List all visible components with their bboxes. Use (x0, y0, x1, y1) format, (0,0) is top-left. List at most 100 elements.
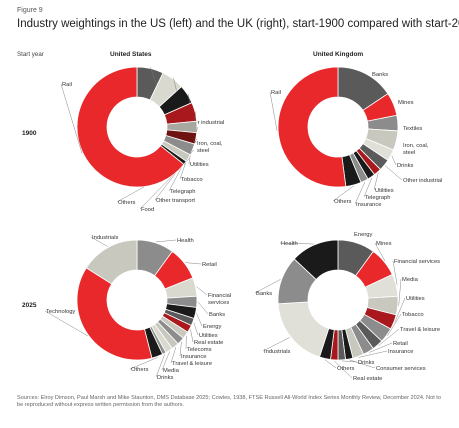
source-note: Sources: Elroy Dimson, Paul Marsh and Mi… (17, 395, 441, 409)
leader-line-drinks (155, 354, 165, 378)
leader-line-tobacco (387, 313, 402, 336)
leader-line-drinks (391, 155, 397, 166)
donut-united-kingdom-1900: Banks Mines Textiles Iron, coal, steel Drinks… (269, 66, 442, 208)
slice-label-textiles: Textiles (403, 126, 422, 132)
slice-label-telegraph: Telegraph (365, 195, 390, 201)
leader-line-travel-leisure (378, 328, 400, 346)
slice-industrials (85, 239, 138, 285)
leader-line-real-estate (190, 329, 194, 343)
slice-label-mines: Mines (398, 100, 414, 106)
slice-label-travel-leisure: Travel & leisure (400, 327, 440, 333)
slice-label-utilities: Utilities (190, 162, 209, 168)
leader-line-real-estate (334, 360, 353, 379)
slice-label-rail: Rail (62, 82, 72, 88)
leader-line-mines (374, 242, 386, 262)
slice-label-utilities: Utilities (406, 296, 425, 302)
slice-label-consumer-services: Consumer services (376, 366, 426, 372)
leader-line-utilities (193, 322, 199, 336)
slice-label-insurance: Insurance (388, 349, 413, 355)
leader-line-industrials (90, 236, 108, 247)
slice-label-financial-services: Financial services (208, 293, 231, 306)
slice-label-energy: Energy (354, 232, 372, 238)
donut-united-states-2025: Health Retail Financial services Banks Energy… (44, 235, 231, 381)
leader-line-media (161, 351, 170, 371)
slice-label-drinks: Drinks (358, 360, 375, 366)
leader-line-others (129, 357, 158, 370)
slice-label-real-estate: Real estate (353, 376, 382, 382)
slice-label-tobacco: Tobacco (181, 177, 203, 183)
leader-line-utilities (394, 297, 406, 323)
column-header-us: United States (110, 51, 152, 58)
leader-line-health (155, 239, 177, 243)
slice-label-industrials: Industrials (264, 349, 291, 355)
slice-label-iron-coal-steel: Iron, coal, steel (403, 143, 429, 156)
slice-rail (76, 66, 185, 188)
leader-line-energy (196, 313, 203, 327)
slice-label-insurance: Insurance (181, 354, 206, 360)
slice-label-insurance: Insurance (356, 202, 381, 208)
slice-label-technology: Technology (46, 309, 75, 315)
leader-line-retail (368, 342, 393, 353)
slice-label-health: Health (177, 238, 194, 244)
leader-line-financial-services (392, 260, 398, 285)
slice-label-banks: Banks (209, 312, 225, 318)
leader-line-technology (44, 310, 88, 337)
figure-label: Figure 9 (17, 7, 43, 14)
slice-label-tobacco: Tobacco (402, 312, 424, 318)
leader-line-drinks (341, 360, 358, 363)
slice-label-other-transport: Other transport (156, 198, 195, 204)
start-year-label: Start year (17, 51, 44, 58)
slice-label-other-industrial: Other industrial (403, 178, 442, 184)
leader-line-retail (185, 262, 202, 265)
slice-label-retail: Retail (202, 262, 217, 268)
slice-label-others: Others (334, 199, 351, 205)
leader-line-insurance (358, 350, 388, 358)
leader-line-banks (254, 279, 281, 294)
leader-line-travel-leisure (170, 346, 177, 364)
leader-line-media (398, 278, 402, 306)
leader-line-telegraph (363, 177, 373, 198)
slice-label-health: Health (281, 241, 298, 247)
slice-label-telegraph: Telegraph (170, 189, 195, 195)
leader-line-other-industrial (385, 165, 403, 181)
leader-line-health (279, 242, 314, 245)
slice-label-financial-services: Financial services (394, 259, 440, 265)
slice-health (293, 239, 339, 281)
slice-label-energy: Energy (203, 324, 221, 330)
slice-label-food: Food (141, 207, 154, 213)
row-label-1900: 1900 (22, 130, 37, 137)
slice-label-retail: Retail (393, 341, 408, 347)
slice-label-others: Others (131, 367, 148, 373)
slice-label-rail: Rail (271, 90, 281, 96)
slice-label-industrials: Industrials (92, 235, 119, 241)
slice-label-others: Others (337, 366, 354, 372)
slice-label-drinks: Drinks (157, 375, 174, 381)
slice-label-utilities: Utilities (375, 188, 394, 194)
slice-label-media: Media (163, 368, 180, 374)
slice-label-travel-leisure: Travel & leisure (172, 361, 212, 367)
slice-label-banks: Banks (256, 291, 272, 297)
slice-technology (76, 267, 153, 361)
slice-label-others: Others (118, 200, 135, 206)
row-label-2025: 2025 (22, 302, 37, 309)
slice-label-iron-coal-steel: Iron, coal, steel (197, 141, 223, 154)
leader-line-financial-services (196, 286, 208, 296)
leader-line-rail (60, 83, 83, 154)
slice-label-telecoms: Telecoms (187, 347, 212, 353)
leader-line-others (324, 359, 337, 369)
slice-label-real-estate: Real estate (194, 340, 223, 346)
slice-label-drinks: Drinks (397, 163, 414, 169)
leader-line-utilities (373, 172, 379, 191)
leader-line-others (332, 185, 354, 202)
slice-label-media: Media (402, 277, 419, 283)
donut-united-kingdom-2025: Energy Mines Financial services Media Utilit… (254, 232, 440, 382)
leader-line-industrials (262, 337, 290, 352)
slice-label-banks: Banks (372, 72, 388, 78)
leader-line-insurance (354, 181, 366, 205)
slice-label-other-industrial: Other industrial (185, 120, 224, 126)
slice-rail (277, 66, 347, 188)
column-header-uk: United Kingdom (313, 51, 364, 58)
leader-line-consumer-services (349, 359, 376, 369)
leader-line-insurance (179, 341, 182, 357)
